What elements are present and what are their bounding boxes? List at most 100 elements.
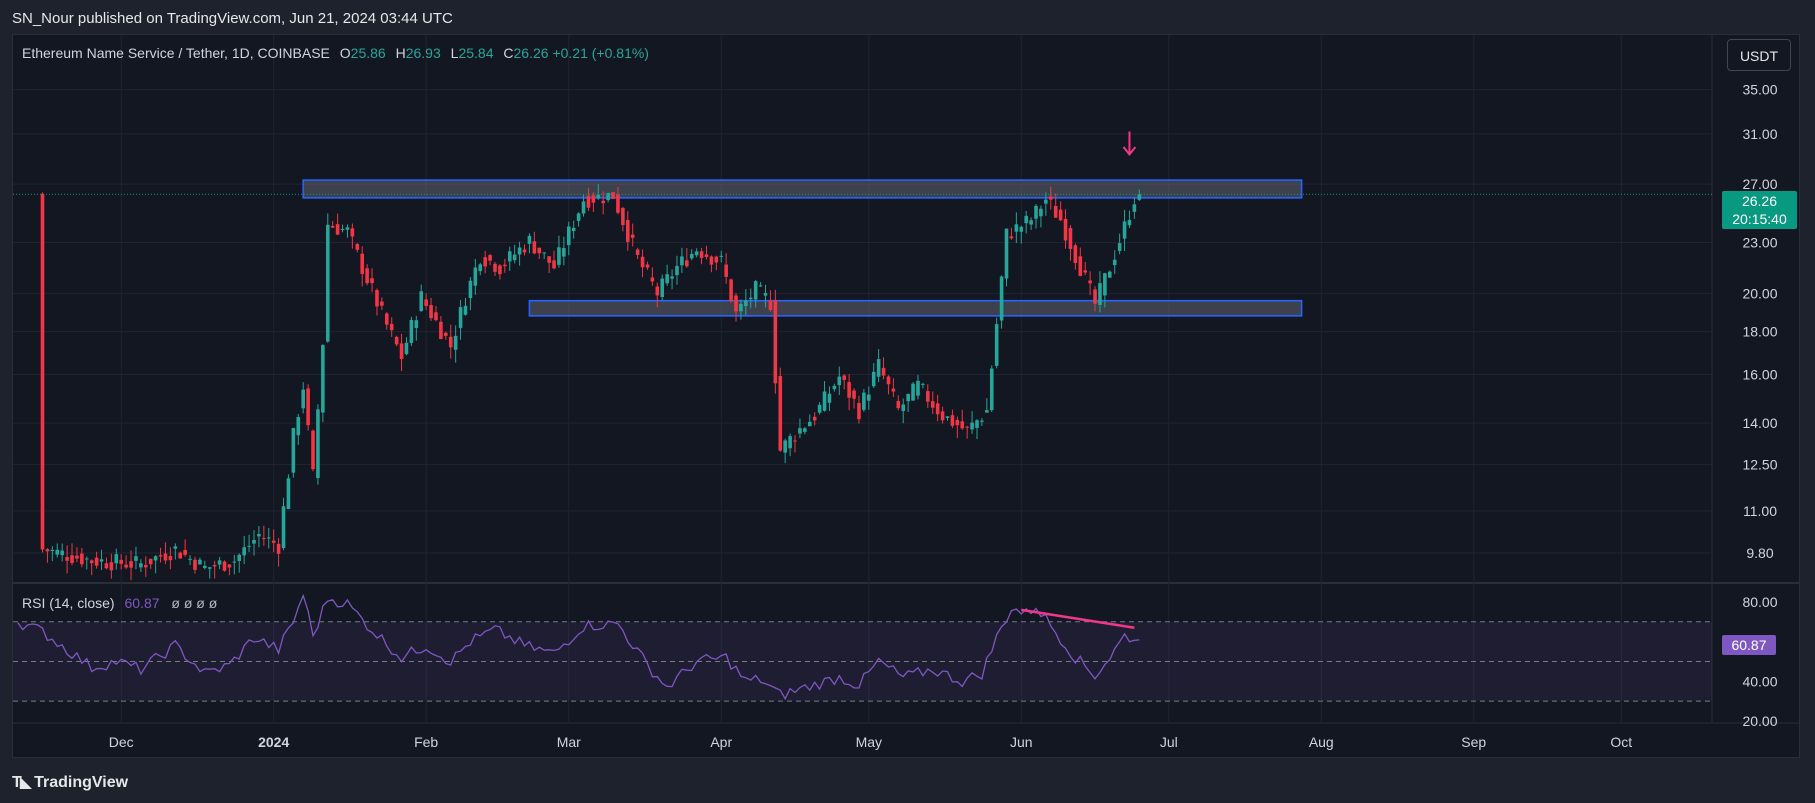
candle-body	[1009, 236, 1014, 239]
candle-body	[478, 264, 483, 272]
candle-body	[866, 394, 871, 401]
candle-body	[50, 549, 55, 552]
chart-frame[interactable]	[12, 34, 1800, 758]
candle-body	[876, 359, 881, 377]
candle-body	[655, 286, 660, 296]
candle-body	[999, 276, 1004, 321]
low-value: 25.84	[458, 45, 494, 61]
candle-body	[380, 301, 384, 306]
candle-body	[55, 549, 60, 555]
candle-body	[1122, 221, 1127, 239]
candle-body	[198, 559, 202, 565]
candle-body	[65, 557, 69, 561]
candle-body	[817, 404, 822, 413]
candle-body	[822, 391, 827, 411]
price-tick-label: 12.50	[1742, 456, 1777, 472]
candle-body	[439, 321, 443, 340]
candle-body	[1112, 259, 1117, 266]
support-zone	[528, 299, 1303, 317]
candle-body	[709, 256, 714, 265]
candle-body	[242, 547, 246, 556]
candle-body	[1137, 194, 1142, 200]
candle-body	[178, 552, 183, 559]
price-tick-label: 27.00	[1742, 176, 1777, 192]
candle-body	[680, 256, 684, 266]
candle-body	[1068, 228, 1073, 249]
candle-body	[798, 428, 802, 434]
candle-body	[1107, 271, 1112, 278]
candle-body	[1053, 205, 1058, 218]
price-tick-label: 35.00	[1742, 82, 1777, 98]
candle-body	[1063, 218, 1068, 241]
candle-body	[247, 545, 251, 547]
tradingview-brand[interactable]: T◣ TradingView	[12, 772, 128, 792]
candle-body	[153, 556, 158, 561]
candle-body	[773, 300, 778, 384]
candle-body	[837, 376, 842, 386]
candle-body	[429, 305, 433, 319]
candle-body	[960, 421, 965, 429]
candle-body	[114, 554, 119, 564]
candle-body	[325, 224, 330, 342]
candle-body	[394, 336, 399, 345]
candle-body	[729, 279, 733, 302]
candle-body	[1044, 199, 1048, 204]
candle-body	[916, 380, 920, 396]
candle-body	[758, 285, 763, 287]
candle-body	[645, 264, 650, 268]
candle-body	[134, 556, 138, 561]
candle-body	[901, 404, 906, 412]
candle-body	[1132, 204, 1137, 212]
candle-body	[788, 436, 792, 449]
candle-body	[581, 201, 586, 214]
currency-button[interactable]: USDT	[1727, 39, 1791, 71]
candle-body	[640, 256, 645, 268]
candle-body	[547, 256, 551, 263]
candle-body	[266, 537, 271, 539]
candle-body	[389, 323, 394, 331]
candle-body	[340, 228, 345, 230]
candle-body	[286, 478, 291, 509]
symbol-title[interactable]: Ethereum Name Service / Tether, 1D, COIN…	[22, 45, 330, 61]
candle-body	[1019, 226, 1024, 232]
candle-body	[512, 254, 517, 261]
candle-body	[675, 265, 679, 276]
candle-body	[970, 422, 974, 430]
candle-body	[463, 305, 468, 315]
price-tick-label: 9.80	[1746, 545, 1773, 561]
candle-body	[1083, 270, 1088, 273]
candle-body	[158, 555, 163, 557]
candle-body	[753, 281, 758, 300]
candle-body	[188, 558, 192, 560]
candle-body	[104, 563, 109, 569]
candle-body	[276, 543, 281, 554]
candle-body	[832, 385, 837, 390]
candle-body	[99, 559, 104, 562]
candle-body	[1088, 280, 1092, 284]
candle-body	[517, 247, 522, 255]
candle-body	[714, 256, 719, 263]
candle-body	[601, 200, 606, 204]
candle-body	[1073, 245, 1078, 264]
candle-body	[803, 428, 807, 432]
candle-body	[124, 564, 128, 568]
candle-body	[532, 241, 537, 254]
open-label: O	[339, 45, 351, 61]
candle-body	[783, 440, 787, 453]
candle-body	[994, 324, 999, 366]
candle-body	[1034, 205, 1038, 219]
rsi-title[interactable]: RSI (14, close)	[22, 595, 115, 611]
candle-body	[453, 335, 458, 350]
candle-body	[409, 319, 414, 343]
price-tick-label: 14.00	[1742, 415, 1777, 431]
candle-body	[625, 220, 630, 242]
candle-body	[193, 559, 197, 570]
candle-body	[694, 251, 699, 256]
open-value: 25.86	[350, 45, 386, 61]
candle-body	[252, 539, 256, 544]
candle-body	[1103, 273, 1107, 296]
candle-body	[1029, 220, 1033, 225]
candle-body	[458, 307, 463, 328]
candle-body	[955, 420, 960, 426]
